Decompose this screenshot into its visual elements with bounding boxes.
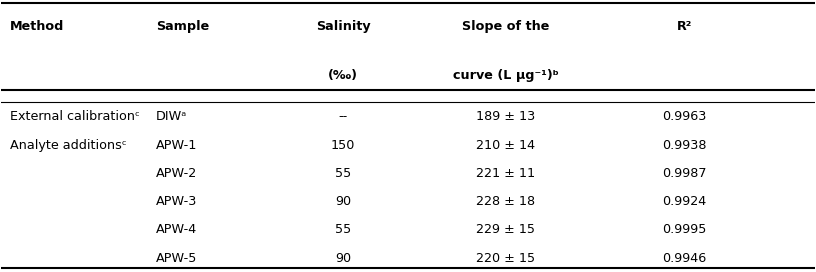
Text: --: -- xyxy=(339,110,348,123)
Text: APW-4: APW-4 xyxy=(156,224,197,236)
Text: 0.9963: 0.9963 xyxy=(663,110,707,123)
Text: 55: 55 xyxy=(335,167,351,180)
Text: 55: 55 xyxy=(335,224,351,236)
Text: 220 ± 15: 220 ± 15 xyxy=(476,252,535,265)
Text: DIWᵃ: DIWᵃ xyxy=(156,110,187,123)
Text: 0.9946: 0.9946 xyxy=(663,252,707,265)
Text: Method: Method xyxy=(10,20,64,33)
Text: R²: R² xyxy=(676,20,692,33)
Text: 228 ± 18: 228 ± 18 xyxy=(476,195,535,208)
Text: Sample: Sample xyxy=(156,20,209,33)
Text: 150: 150 xyxy=(330,139,355,152)
Text: Analyte additionsᶜ: Analyte additionsᶜ xyxy=(10,139,126,152)
Text: 0.9995: 0.9995 xyxy=(663,224,707,236)
Text: 0.9938: 0.9938 xyxy=(663,139,707,152)
Text: APW-5: APW-5 xyxy=(156,252,197,265)
Text: APW-1: APW-1 xyxy=(156,139,197,152)
Text: 90: 90 xyxy=(335,252,351,265)
Text: 0.9924: 0.9924 xyxy=(663,195,707,208)
Text: 221 ± 11: 221 ± 11 xyxy=(476,167,535,180)
Text: 90: 90 xyxy=(335,195,351,208)
Text: Salinity: Salinity xyxy=(316,20,370,33)
Text: APW-3: APW-3 xyxy=(156,195,197,208)
Text: Slope of the: Slope of the xyxy=(462,20,549,33)
Text: (‰): (‰) xyxy=(328,69,358,82)
Text: APW-2: APW-2 xyxy=(156,167,197,180)
Text: 189 ± 13: 189 ± 13 xyxy=(476,110,535,123)
Text: 0.9987: 0.9987 xyxy=(663,167,707,180)
Text: External calibrationᶜ: External calibrationᶜ xyxy=(10,110,140,123)
Text: 210 ± 14: 210 ± 14 xyxy=(476,139,535,152)
Text: curve (L μg⁻¹)ᵇ: curve (L μg⁻¹)ᵇ xyxy=(453,69,558,82)
Text: 229 ± 15: 229 ± 15 xyxy=(476,224,535,236)
